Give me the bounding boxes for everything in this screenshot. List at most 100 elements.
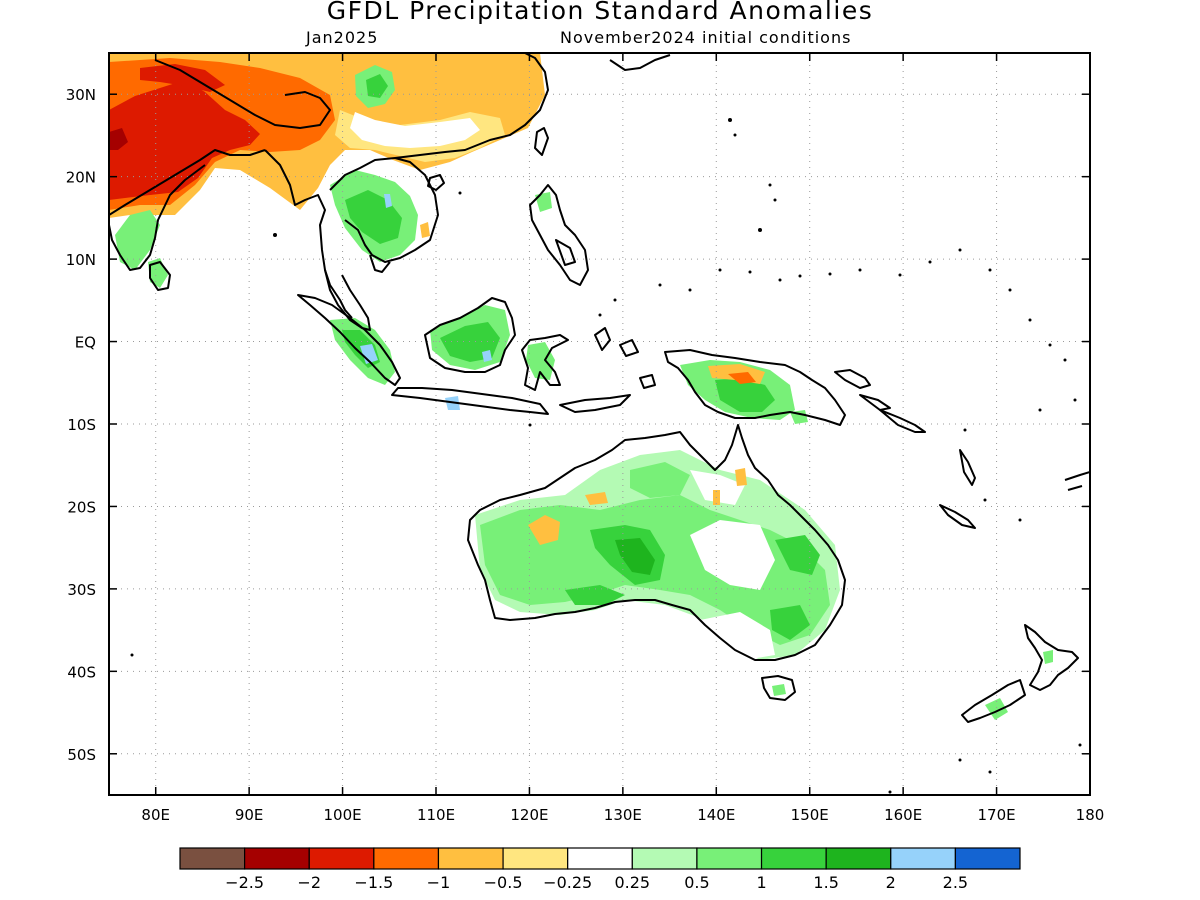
coast-vanuatu	[959, 449, 976, 486]
anomaly-australia-core-3	[565, 585, 625, 605]
anomaly-australia-white-3	[690, 470, 745, 505]
anomaly-australia-orange-2	[585, 492, 608, 505]
colorbar-swatch	[954, 847, 1021, 870]
colorbar-swatch	[373, 847, 440, 870]
colorbar-label: −1	[427, 873, 451, 892]
coast-new-caledonia	[939, 504, 976, 529]
map-title: GFDL Precipitation Standard Anomalies	[326, 0, 874, 25]
initial-conditions: November2024 initial conditions	[560, 28, 852, 47]
coast-java	[391, 387, 549, 415]
anomaly-png-core	[715, 378, 775, 412]
colorbar-swatch	[890, 847, 956, 870]
anomaly-india-red	[109, 80, 260, 200]
lon-tick-label: 140E	[697, 806, 735, 824]
colorbar-label: −2	[297, 873, 321, 892]
coast-sumatra	[297, 294, 401, 386]
coast-bay-bengal-east	[264, 149, 353, 319]
coast-philippines	[529, 184, 589, 286]
lat-tick-label: 10N	[66, 251, 96, 269]
anomaly-sulawesi	[526, 342, 555, 380]
anomaly-tasmania	[772, 684, 786, 696]
colorbar-swatch	[567, 847, 633, 870]
lon-tick-label: 130E	[604, 806, 642, 824]
anomaly-png-darkorange	[728, 372, 756, 384]
coast-china	[394, 53, 549, 159]
map-axes: 30N 20N 10N EQ 10S 20S 30S 40S 50S 80E 90E 100E 110E…	[66, 53, 1105, 824]
lat-tick-label: 30N	[66, 86, 96, 104]
anomaly-australia-darkgreen	[615, 538, 655, 575]
colorbar-swatch	[308, 847, 375, 870]
anomaly-australia-core-4	[770, 605, 810, 640]
coast-tasmania	[761, 675, 796, 701]
colorbar-swatch	[760, 847, 827, 870]
colorbar-label: −1.5	[354, 873, 393, 892]
colorbar-label: −2.5	[225, 873, 264, 892]
colorbar-label: 1.5	[813, 873, 838, 892]
lon-tick-label: 150E	[791, 806, 829, 824]
coast-solomons	[879, 409, 926, 433]
small-islands	[130, 118, 1082, 794]
lat-tick-label: 50S	[67, 746, 96, 764]
coast-malay-peninsula	[324, 269, 371, 331]
anomaly-australia-orange-1	[528, 515, 560, 545]
lat-tick-label: 30S	[67, 581, 96, 599]
colorbar-swatch	[825, 847, 892, 870]
lon-tick-label: 80E	[141, 806, 170, 824]
lon-tick-label: 180	[1076, 806, 1105, 824]
lon-tick-label: 120E	[510, 806, 548, 824]
lat-tick-label: 20N	[66, 169, 96, 187]
coast-borneo	[424, 297, 516, 373]
anomaly-australia-green-2	[630, 462, 690, 498]
coast-himalaya	[154, 59, 331, 129]
lat-tick-label: 40S	[67, 663, 96, 681]
colorbar-swatch	[631, 847, 698, 870]
forecast-month: Jan2025	[306, 28, 379, 47]
coast-fiji	[1064, 471, 1090, 491]
anomaly-india-darkred	[109, 128, 128, 150]
anomaly-fill-layer	[109, 53, 1053, 720]
colorbar-label: 2.5	[943, 873, 968, 892]
colorbar-label: 0.5	[684, 873, 709, 892]
coastlines	[109, 53, 1090, 723]
anomaly-indochina-blue	[384, 194, 392, 208]
lon-tick-label: 90E	[235, 806, 264, 824]
coast-sulawesi	[521, 334, 569, 391]
lon-tick-label: 110E	[417, 806, 455, 824]
lon-tick-label: 100E	[324, 806, 362, 824]
coast-maluku	[594, 327, 656, 389]
anomaly-australia-white-1	[690, 520, 775, 590]
anomaly-philippines	[535, 192, 552, 212]
lat-lon-grid	[109, 53, 1090, 795]
anomaly-china-white	[350, 112, 480, 148]
lat-tick-label: 20S	[67, 498, 96, 516]
colorbar-label: −0.25	[543, 873, 592, 892]
colorbar-label: 0.25	[614, 873, 650, 892]
lon-tick-label: 160E	[884, 806, 922, 824]
coast-taiwan	[534, 127, 549, 156]
coast-australia	[467, 424, 846, 661]
coast-india	[109, 149, 266, 271]
colorbar-label: 1	[756, 873, 766, 892]
colorbar-label: 2	[886, 873, 896, 892]
anomaly-nz-south	[985, 698, 1008, 720]
coast-nz-north	[1024, 624, 1079, 691]
anomaly-nz-north	[1043, 650, 1053, 664]
lat-tick-label: 10S	[67, 416, 96, 434]
coast-indochina	[329, 157, 439, 273]
colorbar-swatch	[437, 847, 504, 870]
lon-tick-label: 170E	[978, 806, 1016, 824]
lat-tick-label: EQ	[75, 334, 96, 352]
colorbar-swatch	[502, 847, 569, 870]
colorbar-label: −0.5	[484, 873, 523, 892]
coast-japan	[609, 54, 671, 71]
anomaly-vietnam-orange	[420, 222, 430, 238]
colorbar-swatch	[244, 847, 310, 870]
anomaly-australia-core-2	[775, 535, 820, 575]
coast-nz-south	[961, 679, 1026, 723]
colorbar-swatch	[179, 847, 246, 870]
coast-timor	[559, 394, 631, 413]
anomaly-australia-orange-3	[735, 468, 747, 486]
coast-bismarck	[834, 369, 891, 411]
anomaly-southindia	[115, 210, 160, 270]
